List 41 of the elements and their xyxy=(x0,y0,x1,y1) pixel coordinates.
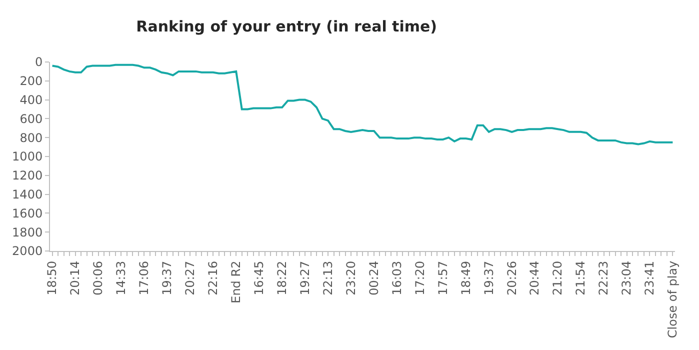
x-tick-label: 16:03 xyxy=(390,260,404,296)
y-tick-label: 1800 xyxy=(12,225,43,240)
x-tick-label: 19:37 xyxy=(482,260,496,296)
x-tick-label: 00:06 xyxy=(91,260,106,296)
x-tick-label: 19:37 xyxy=(160,260,174,296)
x-tick-label: 23:41 xyxy=(642,260,657,296)
line-series xyxy=(51,64,674,146)
y-tick-label: 0 xyxy=(34,55,43,70)
y-tick-label: 200 xyxy=(20,74,43,88)
x-tick-label: End R2 xyxy=(229,260,244,304)
x-tick-label: 21:54 xyxy=(574,260,588,296)
x-tick-label: 00:24 xyxy=(366,260,381,296)
y-tick-label: 400 xyxy=(20,93,43,107)
x-tick-label: 18:49 xyxy=(458,260,473,296)
chart-title: Ranking of your entry (in real time) xyxy=(136,18,438,36)
x-tick-label: 18:22 xyxy=(274,260,289,296)
y-tick-label: 600 xyxy=(20,112,43,126)
x-tick-label: 17:57 xyxy=(436,260,450,296)
y-tick-label: 1400 xyxy=(12,188,43,202)
y-tick-label: 1600 xyxy=(12,206,43,220)
x-tick-label: 20:44 xyxy=(528,260,542,296)
x-tick-label: 17:06 xyxy=(137,260,152,296)
x-tick-label: 14:33 xyxy=(114,260,128,296)
x-tick-label: Close of play xyxy=(666,260,680,338)
y-tick-label: 2000 xyxy=(12,244,43,258)
x-tick-label: 22:23 xyxy=(596,260,611,296)
y-tick-label: 1200 xyxy=(12,168,43,183)
x-tick-label: 20:14 xyxy=(68,260,82,296)
x-tick-label: 23:20 xyxy=(344,260,358,296)
x-tick-label: 23:04 xyxy=(620,260,634,296)
x-tick-label: 22:16 xyxy=(206,260,220,296)
x-tick-label: 22:13 xyxy=(320,260,335,296)
x-tick-label: 19:27 xyxy=(298,260,312,296)
x-tick-label: 18:50 xyxy=(45,260,60,296)
x-tick-label: 21:20 xyxy=(550,260,565,296)
x-tick-label: 20:27 xyxy=(183,260,198,296)
x-tick-label: 17:20 xyxy=(412,260,427,296)
y-tick-label: 800 xyxy=(20,130,43,145)
y-tick-label: 1000 xyxy=(12,150,43,164)
x-tick-label: 16:45 xyxy=(252,260,266,296)
x-tick-label: 20:26 xyxy=(504,260,519,296)
